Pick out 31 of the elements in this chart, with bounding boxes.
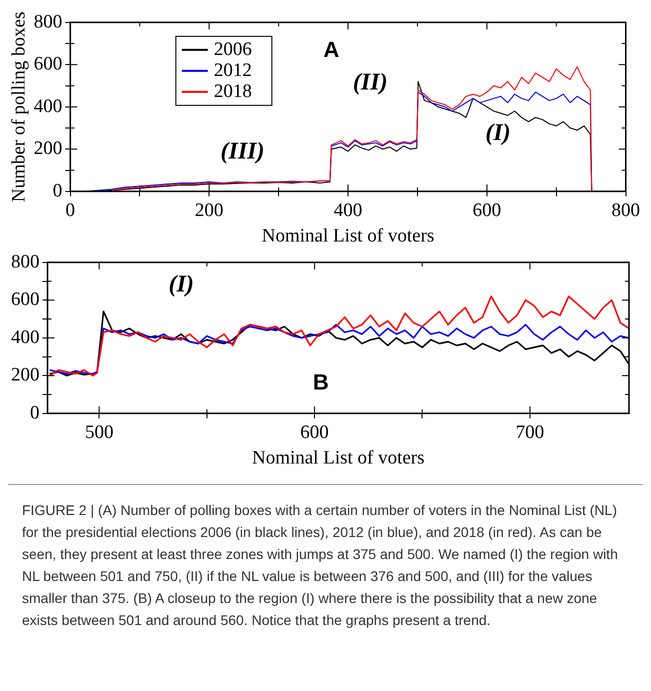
annotation: B: [312, 369, 329, 394]
legend-label: 2018: [214, 80, 252, 102]
annotation: (III): [220, 138, 264, 165]
y-tick-label: 800: [34, 11, 62, 32]
annotation: (I): [485, 120, 511, 146]
y-tick-label: 200: [34, 138, 62, 160]
x-tick-label: 200: [194, 200, 224, 221]
x-axis-title: Nominal List of voters: [262, 226, 434, 247]
y-tick-label: 0: [52, 180, 62, 202]
annotation: (II): [352, 69, 388, 96]
y-tick-label: 200: [11, 364, 40, 386]
x-tick-label: 600: [472, 200, 502, 221]
y-tick-label: 0: [30, 402, 40, 424]
annotation: A: [323, 37, 340, 62]
y-tick-label: 600: [34, 54, 62, 75]
y-tick-label: 400: [11, 326, 40, 348]
x-axis-title: Nominal List of voters: [252, 448, 425, 469]
y-tick-label: 400: [34, 96, 62, 117]
y-tick-label: 600: [11, 289, 40, 310]
x-tick-label: 400: [334, 200, 362, 221]
x-tick-label: 600: [300, 422, 329, 443]
x-tick-label: 700: [516, 422, 544, 443]
annotation: (I): [168, 271, 194, 298]
x-tick-label: 500: [84, 422, 114, 443]
x-tick-label: 0: [66, 200, 76, 221]
caption: FIGURE 2 | (A) Number of polling boxes with a certain number of voters in the Nominal List (NL) for the presidential elections 2006 (in black lines), 2012 (in blue), and 2018 (in red). As can be seen, they present at least three zones with jumps at 375 and 500. We named (I) the region with NL between 501 and 750, (II) if the NL value is between 376 and 500, and (III) for the values smaller than 375. (B) A closeup to the region (I) where there is the possibility that a new zone exists between 501 and around 560. Notice that the graphs present a trend.: [8, 484, 643, 631]
x-tick-label: 800: [612, 200, 640, 221]
y-axis-title: Number of polling boxes: [8, 12, 30, 202]
legend-label: 2006: [214, 38, 252, 60]
legend-label: 2012: [214, 60, 252, 81]
y-tick-label: 800: [11, 251, 40, 272]
